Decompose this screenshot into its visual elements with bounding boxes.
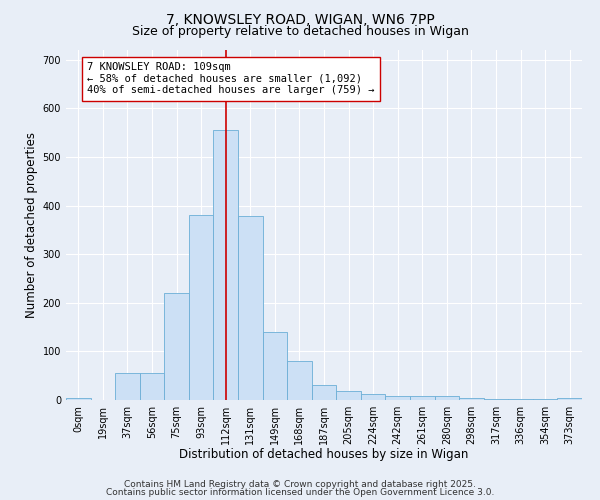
Y-axis label: Number of detached properties: Number of detached properties [25,132,38,318]
Bar [189,216,214,400]
Text: Contains public sector information licensed under the Open Government Licence 3.: Contains public sector information licen… [106,488,494,497]
Text: Contains HM Land Registry data © Crown copyright and database right 2025.: Contains HM Land Registry data © Crown c… [124,480,476,489]
Bar [434,396,459,400]
Bar [312,386,336,400]
Bar [214,130,238,400]
Bar [459,398,484,400]
Bar [361,394,385,400]
Bar [557,398,582,400]
Bar [164,293,189,400]
Bar [385,396,410,400]
Bar [238,216,263,400]
Bar [336,391,361,400]
Bar [115,374,140,400]
X-axis label: Distribution of detached houses by size in Wigan: Distribution of detached houses by size … [179,448,469,462]
Bar [263,332,287,400]
Text: 7, KNOWSLEY ROAD, WIGAN, WN6 7PP: 7, KNOWSLEY ROAD, WIGAN, WN6 7PP [166,12,434,26]
Bar [66,398,91,400]
Bar [287,361,312,400]
Bar [484,398,508,400]
Text: 7 KNOWSLEY ROAD: 109sqm
← 58% of detached houses are smaller (1,092)
40% of semi: 7 KNOWSLEY ROAD: 109sqm ← 58% of detache… [87,62,374,96]
Bar [508,399,533,400]
Bar [410,396,434,400]
Text: Size of property relative to detached houses in Wigan: Size of property relative to detached ho… [131,25,469,38]
Bar [533,399,557,400]
Bar [140,374,164,400]
